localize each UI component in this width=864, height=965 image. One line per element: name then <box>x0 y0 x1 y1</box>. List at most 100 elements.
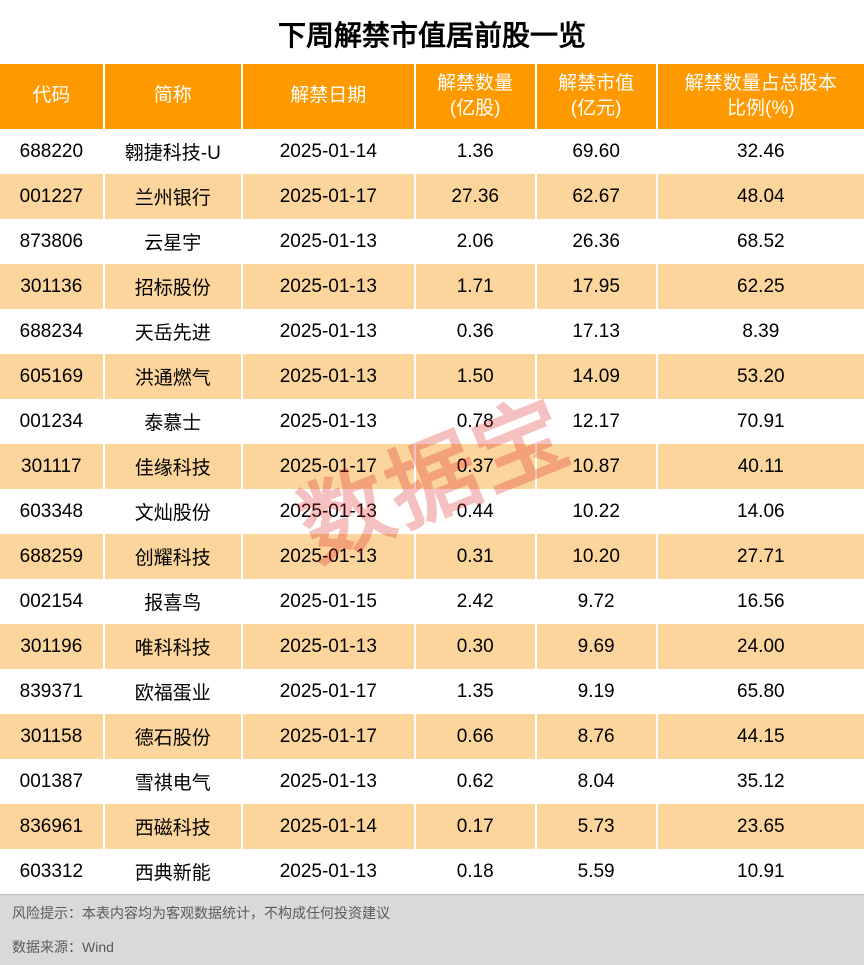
cell-8-1: 文灿股份 <box>104 489 242 534</box>
cell-11-2: 2025-01-13 <box>242 624 415 669</box>
table-row: 688234天岳先进2025-01-130.3617.138.39 <box>0 309 864 354</box>
table-row: 002154报喜鸟2025-01-152.429.7216.56 <box>0 579 864 624</box>
cell-16-1: 西典新能 <box>104 849 242 894</box>
cell-5-4: 14.09 <box>536 354 657 399</box>
cell-6-1: 泰慕士 <box>104 399 242 444</box>
table-row: 301196唯科科技2025-01-130.309.6924.00 <box>0 624 864 669</box>
cell-7-0: 301117 <box>0 444 104 489</box>
cell-7-2: 2025-01-17 <box>242 444 415 489</box>
cell-16-5: 10.91 <box>657 849 864 894</box>
cell-0-5: 32.46 <box>657 129 864 174</box>
cell-6-5: 70.91 <box>657 399 864 444</box>
cell-5-0: 605169 <box>0 354 104 399</box>
table-row: 301136招标股份2025-01-131.7117.9562.25 <box>0 264 864 309</box>
cell-1-5: 48.04 <box>657 174 864 219</box>
col-header-5: 解禁数量占总股本比例(%) <box>657 64 864 129</box>
cell-5-3: 1.50 <box>415 354 536 399</box>
cell-3-3: 1.71 <box>415 264 536 309</box>
table-header-row: 代码简称解禁日期解禁数量(亿股)解禁市值(亿元)解禁数量占总股本比例(%) <box>0 64 864 129</box>
cell-10-4: 9.72 <box>536 579 657 624</box>
table-row: 603348文灿股份2025-01-130.4410.2214.06 <box>0 489 864 534</box>
cell-14-5: 35.12 <box>657 759 864 804</box>
table-container: 下周解禁市值居前股一览 代码简称解禁日期解禁数量(亿股)解禁市值(亿元)解禁数量… <box>0 0 864 965</box>
table-row: 301117佳缘科技2025-01-170.3710.8740.11 <box>0 444 864 489</box>
cell-13-1: 德石股份 <box>104 714 242 759</box>
cell-12-0: 839371 <box>0 669 104 714</box>
col-header-4: 解禁市值(亿元) <box>536 64 657 129</box>
cell-2-1: 云星宇 <box>104 219 242 264</box>
cell-4-2: 2025-01-13 <box>242 309 415 354</box>
cell-3-0: 301136 <box>0 264 104 309</box>
cell-10-3: 2.42 <box>415 579 536 624</box>
cell-0-3: 1.36 <box>415 129 536 174</box>
table-row: 001387雪祺电气2025-01-130.628.0435.12 <box>0 759 864 804</box>
cell-13-5: 44.15 <box>657 714 864 759</box>
cell-11-3: 0.30 <box>415 624 536 669</box>
cell-11-0: 301196 <box>0 624 104 669</box>
cell-13-3: 0.66 <box>415 714 536 759</box>
cell-15-0: 836961 <box>0 804 104 849</box>
cell-6-0: 001234 <box>0 399 104 444</box>
cell-15-1: 西磁科技 <box>104 804 242 849</box>
table-row: 873806云星宇2025-01-132.0626.3668.52 <box>0 219 864 264</box>
cell-1-0: 001227 <box>0 174 104 219</box>
table-row: 603312西典新能2025-01-130.185.5910.91 <box>0 849 864 894</box>
cell-13-0: 301158 <box>0 714 104 759</box>
table-row: 836961西磁科技2025-01-140.175.7323.65 <box>0 804 864 849</box>
col-header-1: 简称 <box>104 64 242 129</box>
cell-14-4: 8.04 <box>536 759 657 804</box>
cell-11-1: 唯科科技 <box>104 624 242 669</box>
footer: 风险提示：本表内容均为客观数据统计，不构成任何投资建议 数据来源：Wind <box>0 894 864 965</box>
cell-3-1: 招标股份 <box>104 264 242 309</box>
cell-5-1: 洪通燃气 <box>104 354 242 399</box>
col-header-3: 解禁数量(亿股) <box>415 64 536 129</box>
cell-10-0: 002154 <box>0 579 104 624</box>
cell-16-3: 0.18 <box>415 849 536 894</box>
cell-0-0: 688220 <box>0 129 104 174</box>
cell-12-1: 欧福蛋业 <box>104 669 242 714</box>
cell-10-1: 报喜鸟 <box>104 579 242 624</box>
cell-9-0: 688259 <box>0 534 104 579</box>
cell-12-4: 9.19 <box>536 669 657 714</box>
cell-16-4: 5.59 <box>536 849 657 894</box>
cell-2-0: 873806 <box>0 219 104 264</box>
cell-9-2: 2025-01-13 <box>242 534 415 579</box>
cell-12-2: 2025-01-17 <box>242 669 415 714</box>
cell-2-4: 26.36 <box>536 219 657 264</box>
cell-9-5: 27.71 <box>657 534 864 579</box>
cell-16-0: 603312 <box>0 849 104 894</box>
cell-8-4: 10.22 <box>536 489 657 534</box>
table-row: 839371欧福蛋业2025-01-171.359.1965.80 <box>0 669 864 714</box>
cell-1-3: 27.36 <box>415 174 536 219</box>
cell-8-0: 603348 <box>0 489 104 534</box>
table-row: 301158德石股份2025-01-170.668.7644.15 <box>0 714 864 759</box>
cell-1-2: 2025-01-17 <box>242 174 415 219</box>
cell-1-4: 62.67 <box>536 174 657 219</box>
cell-0-4: 69.60 <box>536 129 657 174</box>
cell-14-3: 0.62 <box>415 759 536 804</box>
cell-10-2: 2025-01-15 <box>242 579 415 624</box>
footer-risk: 风险提示：本表内容均为客观数据统计，不构成任何投资建议 <box>12 903 852 923</box>
cell-7-1: 佳缘科技 <box>104 444 242 489</box>
footer-source: 数据来源：Wind <box>12 937 852 957</box>
cell-14-1: 雪祺电气 <box>104 759 242 804</box>
cell-13-4: 8.76 <box>536 714 657 759</box>
cell-9-4: 10.20 <box>536 534 657 579</box>
table-row: 605169洪通燃气2025-01-131.5014.0953.20 <box>0 354 864 399</box>
cell-9-1: 创耀科技 <box>104 534 242 579</box>
cell-8-3: 0.44 <box>415 489 536 534</box>
cell-11-5: 24.00 <box>657 624 864 669</box>
cell-8-2: 2025-01-13 <box>242 489 415 534</box>
cell-14-0: 001387 <box>0 759 104 804</box>
cell-5-2: 2025-01-13 <box>242 354 415 399</box>
cell-4-4: 17.13 <box>536 309 657 354</box>
cell-3-5: 62.25 <box>657 264 864 309</box>
cell-0-2: 2025-01-14 <box>242 129 415 174</box>
cell-7-5: 40.11 <box>657 444 864 489</box>
cell-14-2: 2025-01-13 <box>242 759 415 804</box>
cell-9-3: 0.31 <box>415 534 536 579</box>
table-row: 001227兰州银行2025-01-1727.3662.6748.04 <box>0 174 864 219</box>
cell-6-2: 2025-01-13 <box>242 399 415 444</box>
cell-13-2: 2025-01-17 <box>242 714 415 759</box>
page-title: 下周解禁市值居前股一览 <box>0 0 864 64</box>
